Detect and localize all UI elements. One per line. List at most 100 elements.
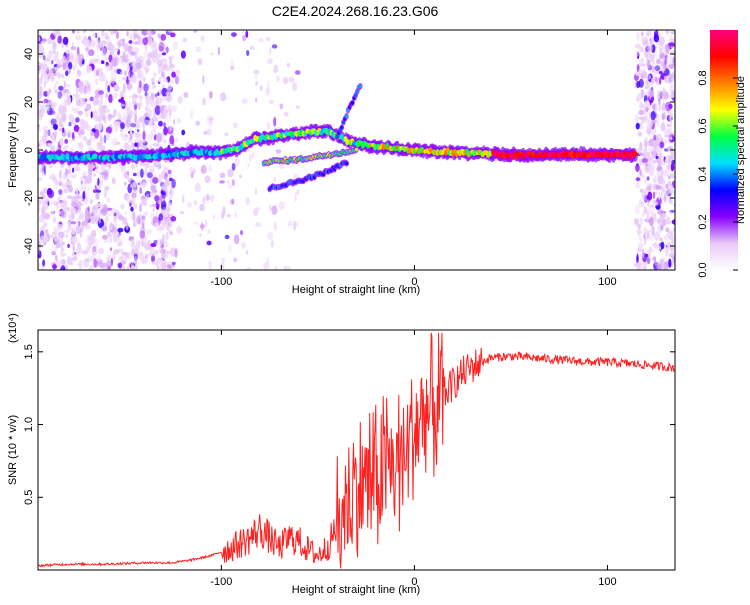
noise-blob xyxy=(161,52,167,56)
noise-blob xyxy=(82,97,85,102)
figure-title: C2E4.2024.268.16.23.G06 xyxy=(272,3,439,19)
noise-blob xyxy=(182,194,185,204)
noise-blob xyxy=(38,214,45,223)
noise-blob xyxy=(93,69,96,78)
noise-blob xyxy=(60,253,67,257)
noise-blob xyxy=(115,211,121,217)
noise-blob xyxy=(119,262,122,269)
noise-blob xyxy=(159,52,162,58)
noise-blob xyxy=(283,77,288,85)
noise-blob xyxy=(89,30,94,33)
noise-blob xyxy=(132,211,136,221)
noise-blob xyxy=(668,136,673,141)
noise-blob xyxy=(78,205,81,214)
noise-blob xyxy=(106,217,110,222)
noise-blob xyxy=(168,142,171,146)
noise-blob xyxy=(137,215,141,220)
noise-blob xyxy=(80,85,84,95)
noise-blob xyxy=(40,138,47,142)
noise-blob xyxy=(167,30,174,33)
noise-blob xyxy=(671,258,674,268)
noise-blob xyxy=(86,191,90,197)
noise-blob xyxy=(69,55,76,64)
noise-blob xyxy=(49,234,55,239)
noise-blob xyxy=(160,71,165,78)
noise-blob xyxy=(111,59,116,65)
noise-blob xyxy=(97,177,100,186)
noise-blob xyxy=(174,248,178,258)
noise-blob xyxy=(87,206,91,212)
noise-blob xyxy=(651,151,657,155)
noise-blob xyxy=(230,59,234,70)
noise-blob xyxy=(70,46,77,51)
noise-blob xyxy=(109,114,116,119)
noise-blob xyxy=(146,172,153,178)
noise-blob xyxy=(152,143,159,147)
noise-blob xyxy=(128,95,133,99)
noise-blob xyxy=(648,248,651,257)
noise-blob xyxy=(96,185,101,190)
noise-blob xyxy=(101,234,108,240)
noise-blob xyxy=(158,120,163,127)
noise-blob xyxy=(655,185,662,190)
noise-blob xyxy=(660,168,664,177)
noise-blob xyxy=(135,62,142,70)
noise-blob xyxy=(654,242,658,250)
noise-blob xyxy=(139,56,145,62)
noise-blob xyxy=(135,137,142,141)
noise-blob xyxy=(209,91,213,99)
noise-blob xyxy=(151,203,157,208)
noise-blob xyxy=(656,235,662,240)
noise-blob xyxy=(150,184,157,191)
noise-blob xyxy=(42,187,48,194)
noise-blob xyxy=(260,85,263,91)
noise-blob xyxy=(165,91,170,96)
noise-blob xyxy=(655,155,659,160)
noise-blob xyxy=(62,127,65,133)
noise-blob xyxy=(126,194,132,203)
noise-blob xyxy=(643,188,646,192)
noise-blob xyxy=(72,252,75,257)
noise-blob xyxy=(102,48,106,57)
noise-blob xyxy=(115,127,118,133)
noise-blob xyxy=(130,213,133,218)
noise-blob xyxy=(43,165,46,176)
noise-blob xyxy=(63,100,67,108)
noise-blob xyxy=(57,35,62,44)
noise-blob xyxy=(74,92,79,100)
noise-blob xyxy=(151,81,155,86)
noise-blob xyxy=(140,181,143,189)
noise-blob xyxy=(164,210,169,218)
noise-blob xyxy=(64,83,71,88)
noise-blob xyxy=(643,206,648,214)
noise-blob xyxy=(635,50,639,57)
noise-blob xyxy=(637,226,641,237)
noise-blob xyxy=(182,38,188,43)
noise-blob xyxy=(669,38,675,42)
noise-blob xyxy=(654,262,660,266)
noise-blob xyxy=(66,180,72,186)
noise-blob xyxy=(130,237,134,241)
noise-blob xyxy=(650,165,655,170)
noise-blob xyxy=(266,257,269,264)
noise-blob xyxy=(57,223,63,231)
noise-blob xyxy=(119,71,123,76)
noise-blob xyxy=(656,158,662,164)
noise-blob xyxy=(38,44,45,55)
noise-blob xyxy=(147,30,152,35)
noise-blob xyxy=(73,124,80,132)
noise-blob xyxy=(78,126,85,135)
noise-blob xyxy=(116,237,123,245)
noise-blob xyxy=(164,109,168,114)
noise-blob xyxy=(92,245,97,253)
noise-blob xyxy=(132,60,135,70)
noise-blob xyxy=(101,30,105,38)
noise-blob xyxy=(273,176,277,183)
noise-blob xyxy=(167,84,173,90)
noise-blob xyxy=(270,239,274,248)
noise-blob xyxy=(642,104,648,109)
noise-blob xyxy=(89,256,95,262)
noise-blob xyxy=(131,142,135,149)
